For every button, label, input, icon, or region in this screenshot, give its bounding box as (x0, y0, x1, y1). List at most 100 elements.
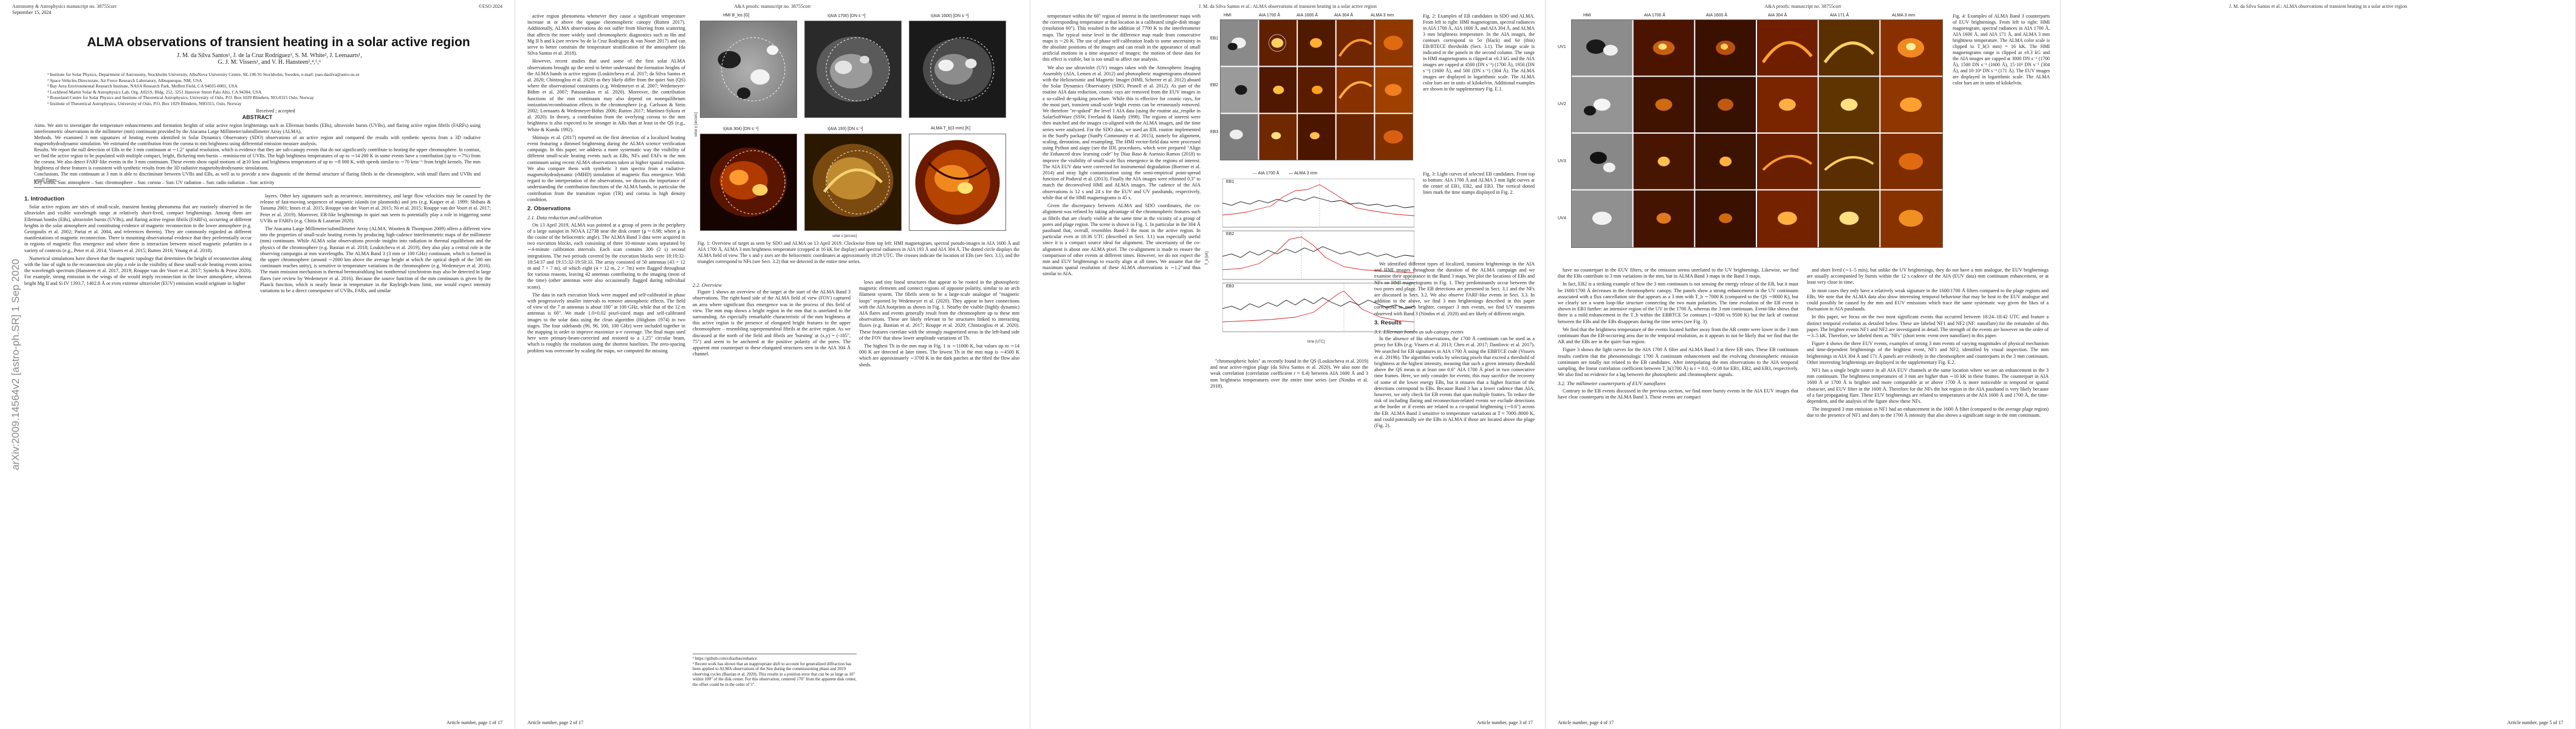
author-list: J. M. da Silva Santos¹, J. de la Cruz Ro… (177, 52, 362, 66)
section-heading: 1. Introduction (24, 196, 64, 202)
y-axis-label: solar y [arcsec] (694, 112, 699, 137)
column-right: layers. Other key signatures such as rec… (260, 193, 491, 296)
paragraph: We also use ultraviolet (UV) images take… (1043, 64, 1201, 200)
figure-4-caption: Fig. 4: Examples of ALMA Band 3 counterp… (1953, 13, 2050, 86)
figure-4: HMI AIA 1700 Å AIA 1600 Å AIA 304 Å AIA … (1558, 13, 1947, 256)
column-label: AIA 1700 Å (1259, 13, 1281, 18)
subsection-heading: 3.2. The millimeter counterparts of EUV … (1558, 380, 1666, 387)
column-label: AIA 1600 Å (1706, 13, 1728, 18)
aia193-panel (804, 134, 902, 231)
row-label: UV3 (1558, 159, 1566, 163)
column-2-lower: 2.2. Overview Figure 1 shows an overview… (693, 279, 851, 359)
figure-2-caption: Fig. 2: Examples of EB candidates in SDO… (1423, 13, 1535, 92)
page-5: J. M. da Silva Santos et al.: ALMA obser… (2061, 0, 2576, 729)
column-label: HMI (1583, 13, 1591, 18)
light-curves (1222, 179, 1414, 332)
column-label: AIA 1700 Å (1644, 13, 1666, 18)
page-2: A&A proofs: manuscript no. 38755corr act… (515, 0, 1030, 729)
panel-label: EB2 (1226, 232, 1235, 236)
paragraph: On 13 April 2019, ALMA was pointed at a … (527, 222, 685, 290)
row-label: EB3 (1210, 130, 1219, 134)
page-4: A&A proofs: manuscript no. 38755corr HMI… (1546, 0, 2061, 729)
panel-title: I(AIA 304) [DN s⁻¹] (723, 127, 759, 131)
paragraph: Figure 4 shows the three EUV events, exa… (1807, 341, 2049, 365)
figure-3: — AIA 1700 Å — ALMA 3 mm EB1 EB2 EB3 T_b… (1205, 171, 1417, 347)
page-3: J. M. da Silva Santos et al.: ALMA obser… (1030, 0, 1546, 729)
column-3-lower: lows and tiny lineal structures that app… (859, 279, 1019, 370)
aia304-panel (700, 134, 797, 231)
row-label: UV4 (1558, 216, 1566, 221)
subsection-heading: 2.1. Data reduction and calibration (527, 214, 602, 221)
column-1: active region phenomena whenever they ca… (527, 13, 685, 356)
figure-3-caption: Fig. 3: Light curves of selected EB cand… (1423, 171, 1535, 195)
panel-title: I(AIA 1700) [DN s⁻¹] (827, 14, 866, 18)
paragraph: Solar active regions are sites of small-… (24, 204, 252, 253)
legend-swatch-black: — (1289, 171, 1295, 176)
figure-2: HMI AIA 1700 Å AIA 1600 Å AIA 304 Å ALMA… (1210, 13, 1417, 165)
paragraph: The Atacama Large Millimeter/submillimet… (260, 226, 491, 294)
paragraph: "chromospheric holes" as recently found … (1210, 358, 1368, 389)
legend-swatch-red: — (1253, 171, 1258, 176)
paragraph: The highest Tb in the mm map in Fig. 1 i… (859, 343, 1019, 368)
arxiv-stamp: arXiv:2009.14564v2 [astro-ph.SR] 1 Sep 2… (10, 259, 21, 470)
paragraph: layers. Other key signatures such as rec… (260, 193, 491, 224)
figure-1: HMI B_los [G] I(AIA 1700) [DN s⁻¹] I(AIA… (693, 13, 1021, 317)
journal-line: Astronomy & Astrophysics manuscript no. … (12, 4, 117, 9)
section-heading: 2. Observations (527, 205, 571, 213)
paragraph: Figure 3 shows the light curves for the … (1558, 347, 1798, 378)
page-1: Astronomy & Astrophysics manuscript no. … (0, 0, 515, 729)
section-heading: 3. Results (1374, 319, 1402, 326)
affiliations: ¹ Institute for Solar Physics, Departmen… (47, 72, 360, 106)
row-label: EB2 (1210, 83, 1219, 87)
column-label: HMI (1224, 13, 1231, 18)
column-1: have no counterpart in the EUV filters, … (1558, 267, 1798, 402)
panel-label: EB1 (1226, 180, 1235, 184)
date-line: September 15, 2024 (12, 10, 52, 15)
abstract-heading: ABSTRACT (242, 114, 273, 120)
paragraph: The integrated 3 mm emission in NF1 had … (1807, 406, 2049, 419)
y-axis-label: T_b [kK] (1205, 251, 1210, 265)
subsection-heading: 2.2. Overview (693, 282, 722, 288)
paragraph: However, recent studies that used some o… (527, 58, 685, 132)
paragraph: In the absence of Hα observations, the 1… (1374, 336, 1535, 429)
aia1700-panel (804, 21, 902, 118)
column-label: AIA 1600 Å (1297, 13, 1318, 18)
paragraph: We identified different types of localiz… (1374, 261, 1535, 317)
column-left: 1. Introduction Solar active regions are… (24, 193, 252, 289)
panel-title: ALMA T_b(3 mm) [K] (931, 126, 971, 131)
received-line: Received ; accepted (256, 108, 295, 114)
copyright: ©ESO 2024 (478, 4, 502, 9)
euv-brightening-grid (1571, 19, 1943, 248)
column-3: We identified different types of localiz… (1374, 261, 1535, 431)
divider (34, 187, 481, 188)
paragraph: We find that the brightness temperature … (1558, 326, 1798, 345)
row-label: UV2 (1558, 102, 1566, 106)
column-2: "chromospheric holes" as recently found … (1210, 358, 1368, 391)
paragraph: In most cases they only have a relativel… (1807, 287, 2049, 312)
paragraph: Numerical simulations have shown that th… (24, 255, 252, 286)
column-1: temperature within the 60" region of int… (1043, 13, 1201, 279)
footnotes: ¹ https://github.com/cdiazbas/enhance ² … (693, 654, 857, 688)
paragraph: and short lived (∼1–5 min), but unlike t… (1807, 267, 2049, 286)
column-label: ALMA 3 mm (1892, 13, 1916, 18)
paragraph: lows and tiny lineal structures that app… (859, 279, 1019, 341)
row-label: UV1 (1558, 45, 1566, 49)
paragraph: Contrary to the EB events discussed in t… (1558, 388, 1798, 400)
keywords: Key words. Sun: atmosphere – Sun: chromo… (34, 180, 275, 185)
panel-title: I(AIA 193) [DN s⁻¹] (827, 127, 863, 131)
paragraph: The data in each execution block were ma… (527, 292, 685, 354)
paragraph: In fact, EB2 is a striking example of ho… (1558, 281, 1798, 324)
column-label: AIA 171 Å (1830, 13, 1849, 18)
column-label: ALMA 3 mm (1371, 13, 1394, 18)
subsection-heading: 3.1. Ellerman bombs as sub-canopy events (1374, 329, 1464, 335)
panel-title: HMI B_los [G] (723, 13, 750, 18)
panel-title: I(AIA 1600) [DN s⁻¹] (931, 14, 969, 18)
row-label: EB1 (1210, 36, 1219, 41)
panel-label: EB3 (1226, 284, 1235, 289)
paragraph: In this paper, we focus on the two most … (1807, 314, 2049, 339)
ellerman-bomb-grid (1220, 19, 1413, 160)
aia1600-panel (909, 21, 1006, 118)
paper-title: ALMA observations of transient heating i… (87, 35, 470, 49)
column-2: and short lived (∼1–5 min), but unlike t… (1807, 267, 2049, 421)
hmi-panel (700, 21, 797, 118)
